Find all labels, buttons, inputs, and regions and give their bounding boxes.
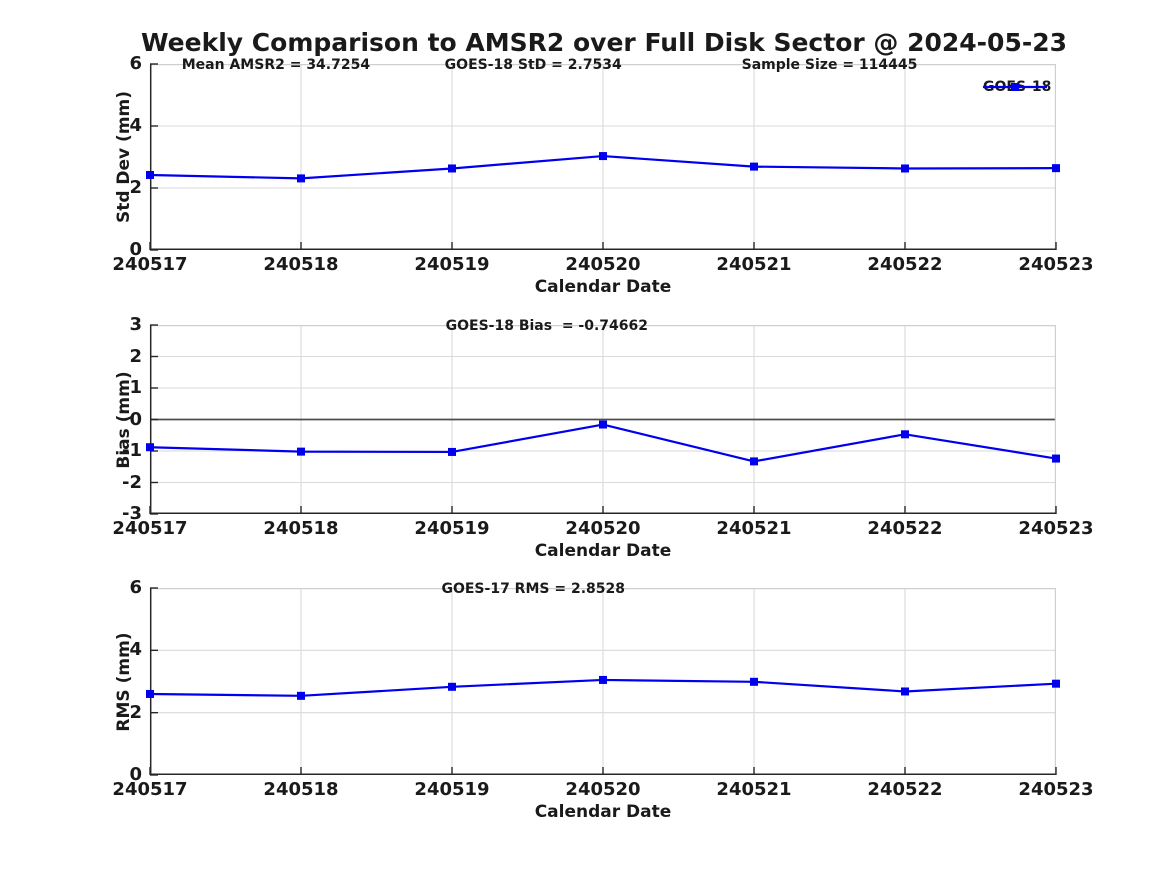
x-axis-title: Calendar Date <box>534 277 672 297</box>
x-tick-label: 240522 <box>867 518 943 539</box>
y-tick-label: 2 <box>129 177 142 198</box>
x-tick-label: 240523 <box>1018 254 1094 275</box>
data-point-marker <box>146 170 154 179</box>
annotation: Sample Size = 114445 <box>741 57 918 73</box>
data-point-marker <box>297 691 305 700</box>
y-axis-title: RMS (mm) <box>114 631 134 732</box>
x-tick-label: 240518 <box>263 779 339 800</box>
y-tick-label: 4 <box>129 639 142 661</box>
x-tick-label: 240520 <box>565 254 641 275</box>
y-tick-label: 0 <box>129 239 142 260</box>
y-axis-title: Bias (mm) <box>114 370 134 469</box>
x-tick-label: 240518 <box>263 254 339 275</box>
x-tick-label: 240521 <box>716 518 792 539</box>
subplot-std-dev: 240517 240518 240519 240520 240521 240522 2405… <box>112 53 1093 297</box>
annotation: Mean AMSR2 = 34.7254 <box>181 57 371 73</box>
x-tick-label: 240521 <box>716 254 792 275</box>
y-tick-label: -2 <box>122 471 142 493</box>
x-tick-label: 240523 <box>1018 518 1094 539</box>
legend-line-swatch <box>983 83 1047 91</box>
data-point-marker <box>297 447 305 456</box>
y-axis-title: Std Dev (mm) <box>114 90 134 224</box>
subplot-bias: 240517 240518 240519 240520 240521 240522 2405… <box>112 314 1093 561</box>
y-tick-label: 6 <box>129 577 142 598</box>
x-tick-label: 240523 <box>1018 779 1094 800</box>
data-point-marker <box>146 689 154 698</box>
y-tick-label: 2 <box>129 701 142 723</box>
data-point-marker <box>750 162 758 171</box>
x-tick-label: 240520 <box>565 518 641 539</box>
data-point-marker <box>1052 679 1060 688</box>
subplot-rms: 240517 240518 240519 240520 240521 240522 2405… <box>112 577 1093 822</box>
x-tick-label: 240519 <box>414 254 490 275</box>
figure-title: Weekly Comparison to AMSR2 over Full Dis… <box>141 28 1068 57</box>
data-point-marker <box>448 164 456 173</box>
x-tick-label: 240517 <box>112 254 188 275</box>
y-tick-label: 0 <box>129 408 142 430</box>
annotation: GOES-18 Bias = -0.74662 <box>445 318 649 334</box>
legend-marker <box>1011 83 1019 91</box>
x-tick-label: 240520 <box>565 779 641 800</box>
data-point-marker <box>901 430 909 439</box>
data-point-marker <box>750 457 758 466</box>
legend: GOES-18 <box>983 78 1051 96</box>
y-tick-label: 1 <box>129 377 142 398</box>
x-tick-label: 240522 <box>867 254 943 275</box>
x-tick-label: 240519 <box>414 518 490 539</box>
y-tick-label: 2 <box>129 345 142 367</box>
y-tick-label: 4 <box>129 115 142 136</box>
x-tick-label: 240518 <box>263 518 339 539</box>
annotation: GOES-17 RMS = 2.8528 <box>441 581 625 597</box>
data-point-marker <box>599 152 607 161</box>
data-point-marker <box>448 447 456 456</box>
data-point-marker <box>599 420 607 429</box>
x-axis-title: Calendar Date <box>534 541 672 561</box>
plot-area <box>146 63 1060 251</box>
x-tick-label: 240521 <box>716 779 792 800</box>
data-point-marker <box>1052 164 1060 173</box>
plot-area <box>146 587 1060 776</box>
x-tick-label: 240522 <box>867 779 943 800</box>
data-point-marker <box>448 682 456 691</box>
x-axis-title: Calendar Date <box>534 802 672 822</box>
data-point-marker <box>901 164 909 173</box>
x-tick-label: 240519 <box>414 779 490 800</box>
y-tick-label: 3 <box>129 314 142 335</box>
data-point-marker <box>750 677 758 686</box>
data-point-marker <box>1052 454 1060 463</box>
y-tick-label: -1 <box>122 440 142 461</box>
y-tick-label: 6 <box>129 53 142 74</box>
x-tick-label: 240517 <box>112 518 188 539</box>
data-point-marker <box>901 687 909 696</box>
data-point-marker <box>599 675 607 684</box>
annotation: GOES-18 StD = 2.7534 <box>444 57 622 73</box>
data-point-marker <box>146 443 154 452</box>
data-point-marker <box>297 174 305 183</box>
plot-area <box>146 324 1060 515</box>
y-tick-label: -3 <box>122 503 142 524</box>
y-tick-label: 0 <box>129 764 142 785</box>
x-tick-label: 240517 <box>112 779 188 800</box>
